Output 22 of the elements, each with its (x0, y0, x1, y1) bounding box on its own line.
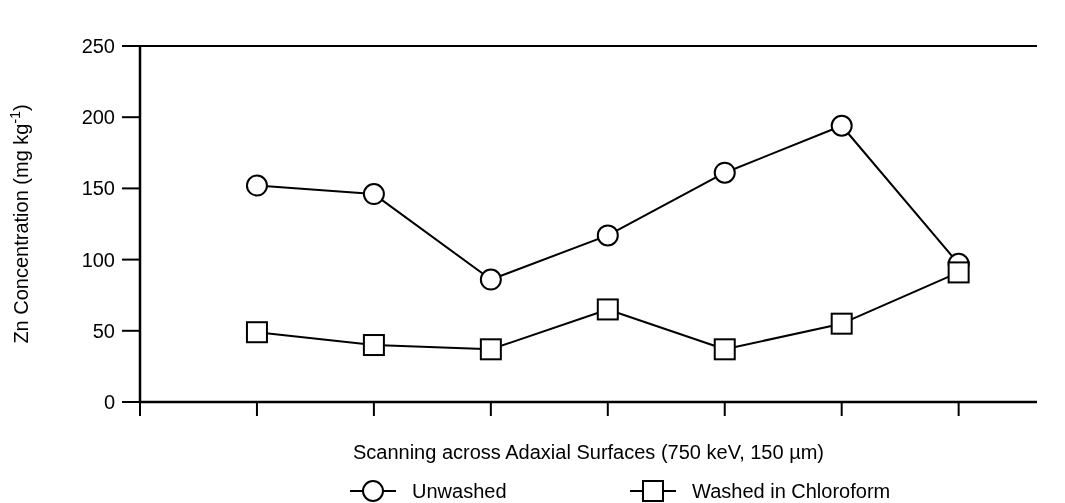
point (245, 321, 268, 344)
y-tick-label: 150 (81, 177, 115, 200)
point (479, 338, 502, 361)
legend-label: Washed in Chloroform (692, 480, 891, 502)
point (245, 174, 268, 197)
legend-label: Unwashed (412, 480, 507, 502)
x-axis-title: Scanning across Adaxial Surfaces (750 keV, 150 µm) (352, 441, 825, 463)
point (362, 334, 385, 357)
point (596, 224, 619, 247)
y-tick-label: 0 (103, 391, 115, 413)
point (362, 183, 385, 206)
y-tick-label: 50 (92, 319, 115, 342)
point (479, 268, 502, 291)
point (596, 298, 619, 321)
point (830, 312, 853, 335)
point (947, 261, 970, 284)
y-tick-label: 250 (81, 35, 115, 57)
y-tick-label: 200 (81, 106, 115, 129)
point (830, 114, 853, 137)
point (713, 161, 736, 184)
point (713, 338, 736, 361)
y-tick-label: 100 (81, 248, 115, 271)
